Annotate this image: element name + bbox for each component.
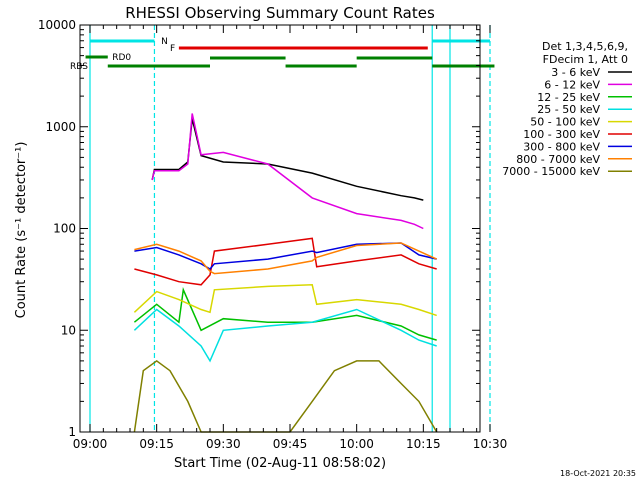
legend-entry-label: 6 - 12 keV (544, 78, 600, 91)
x-axis-label: Start Time (02-Aug-11 08:58:02) (174, 456, 386, 471)
x-tick-label: 09:45 (273, 437, 308, 451)
x-tick-label: 10:15 (406, 437, 441, 451)
flag-bars: NF RD0 RBS (70, 25, 495, 432)
legend-entry-label: 7000 - 15000 keV (502, 165, 600, 178)
plot-area (133, 113, 438, 433)
series-line (133, 287, 437, 341)
x-tick-label: 10:30 (473, 437, 508, 451)
y-axis-label: Count Rate (s⁻¹ detector⁻¹) (14, 142, 29, 319)
legend-entry-label: 100 - 300 keV (523, 128, 600, 141)
legend-entry-label: 800 - 7000 keV (516, 153, 600, 166)
rbs-flag-label: RBS (70, 62, 88, 72)
chart-title: RHESSI Observing Summary Count Rates (125, 4, 435, 22)
legend-header-line: Det 1,3,4,5,6,9, (542, 40, 628, 53)
series-line (133, 284, 437, 317)
series-line (134, 237, 437, 286)
y-tick-label: 10 (61, 323, 76, 337)
y-tick-label: 1000 (45, 120, 76, 134)
series-line (133, 359, 438, 433)
plot-frame (79, 24, 481, 433)
x-tick-label: 09:00 (73, 437, 108, 451)
series-line (151, 118, 424, 201)
legend-entry-label: 300 - 800 keV (523, 140, 600, 153)
legend-entry-label: 25 - 50 keV (537, 103, 600, 116)
legend-entry-label: 3 - 6 keV (551, 66, 600, 79)
flare-flag-label: F (170, 44, 175, 54)
y-tick-label: 100 (53, 222, 76, 236)
legend-entry-label: 12 - 25 keV (537, 91, 600, 104)
legend-entry-label: 50 - 100 keV (530, 116, 600, 129)
rd-flag-label: RD0 (112, 53, 131, 63)
y-tick-label: 10000 (38, 18, 76, 32)
footer-timestamp: 18-Oct-2021 20:35 (560, 469, 636, 478)
y-tick-label: 1 (68, 425, 76, 439)
x-tick-label: 10:00 (339, 437, 374, 451)
x-tick-label: 09:30 (206, 437, 241, 451)
legend-header-line: FDecim 1, Att 0 (543, 53, 628, 66)
series-line (133, 308, 437, 363)
series-line (151, 113, 424, 230)
x-tick-label: 09:15 (139, 437, 174, 451)
night-flag-label: N (161, 37, 168, 47)
axes: 1 10 100 1000 10000 09:00 09:15 09:30 09:45 10:00… (38, 18, 507, 451)
series-line (134, 242, 438, 275)
legend: Det 1,3,4,5,6,9,FDecim 1, Att 03 - 6 keV… (502, 40, 632, 178)
